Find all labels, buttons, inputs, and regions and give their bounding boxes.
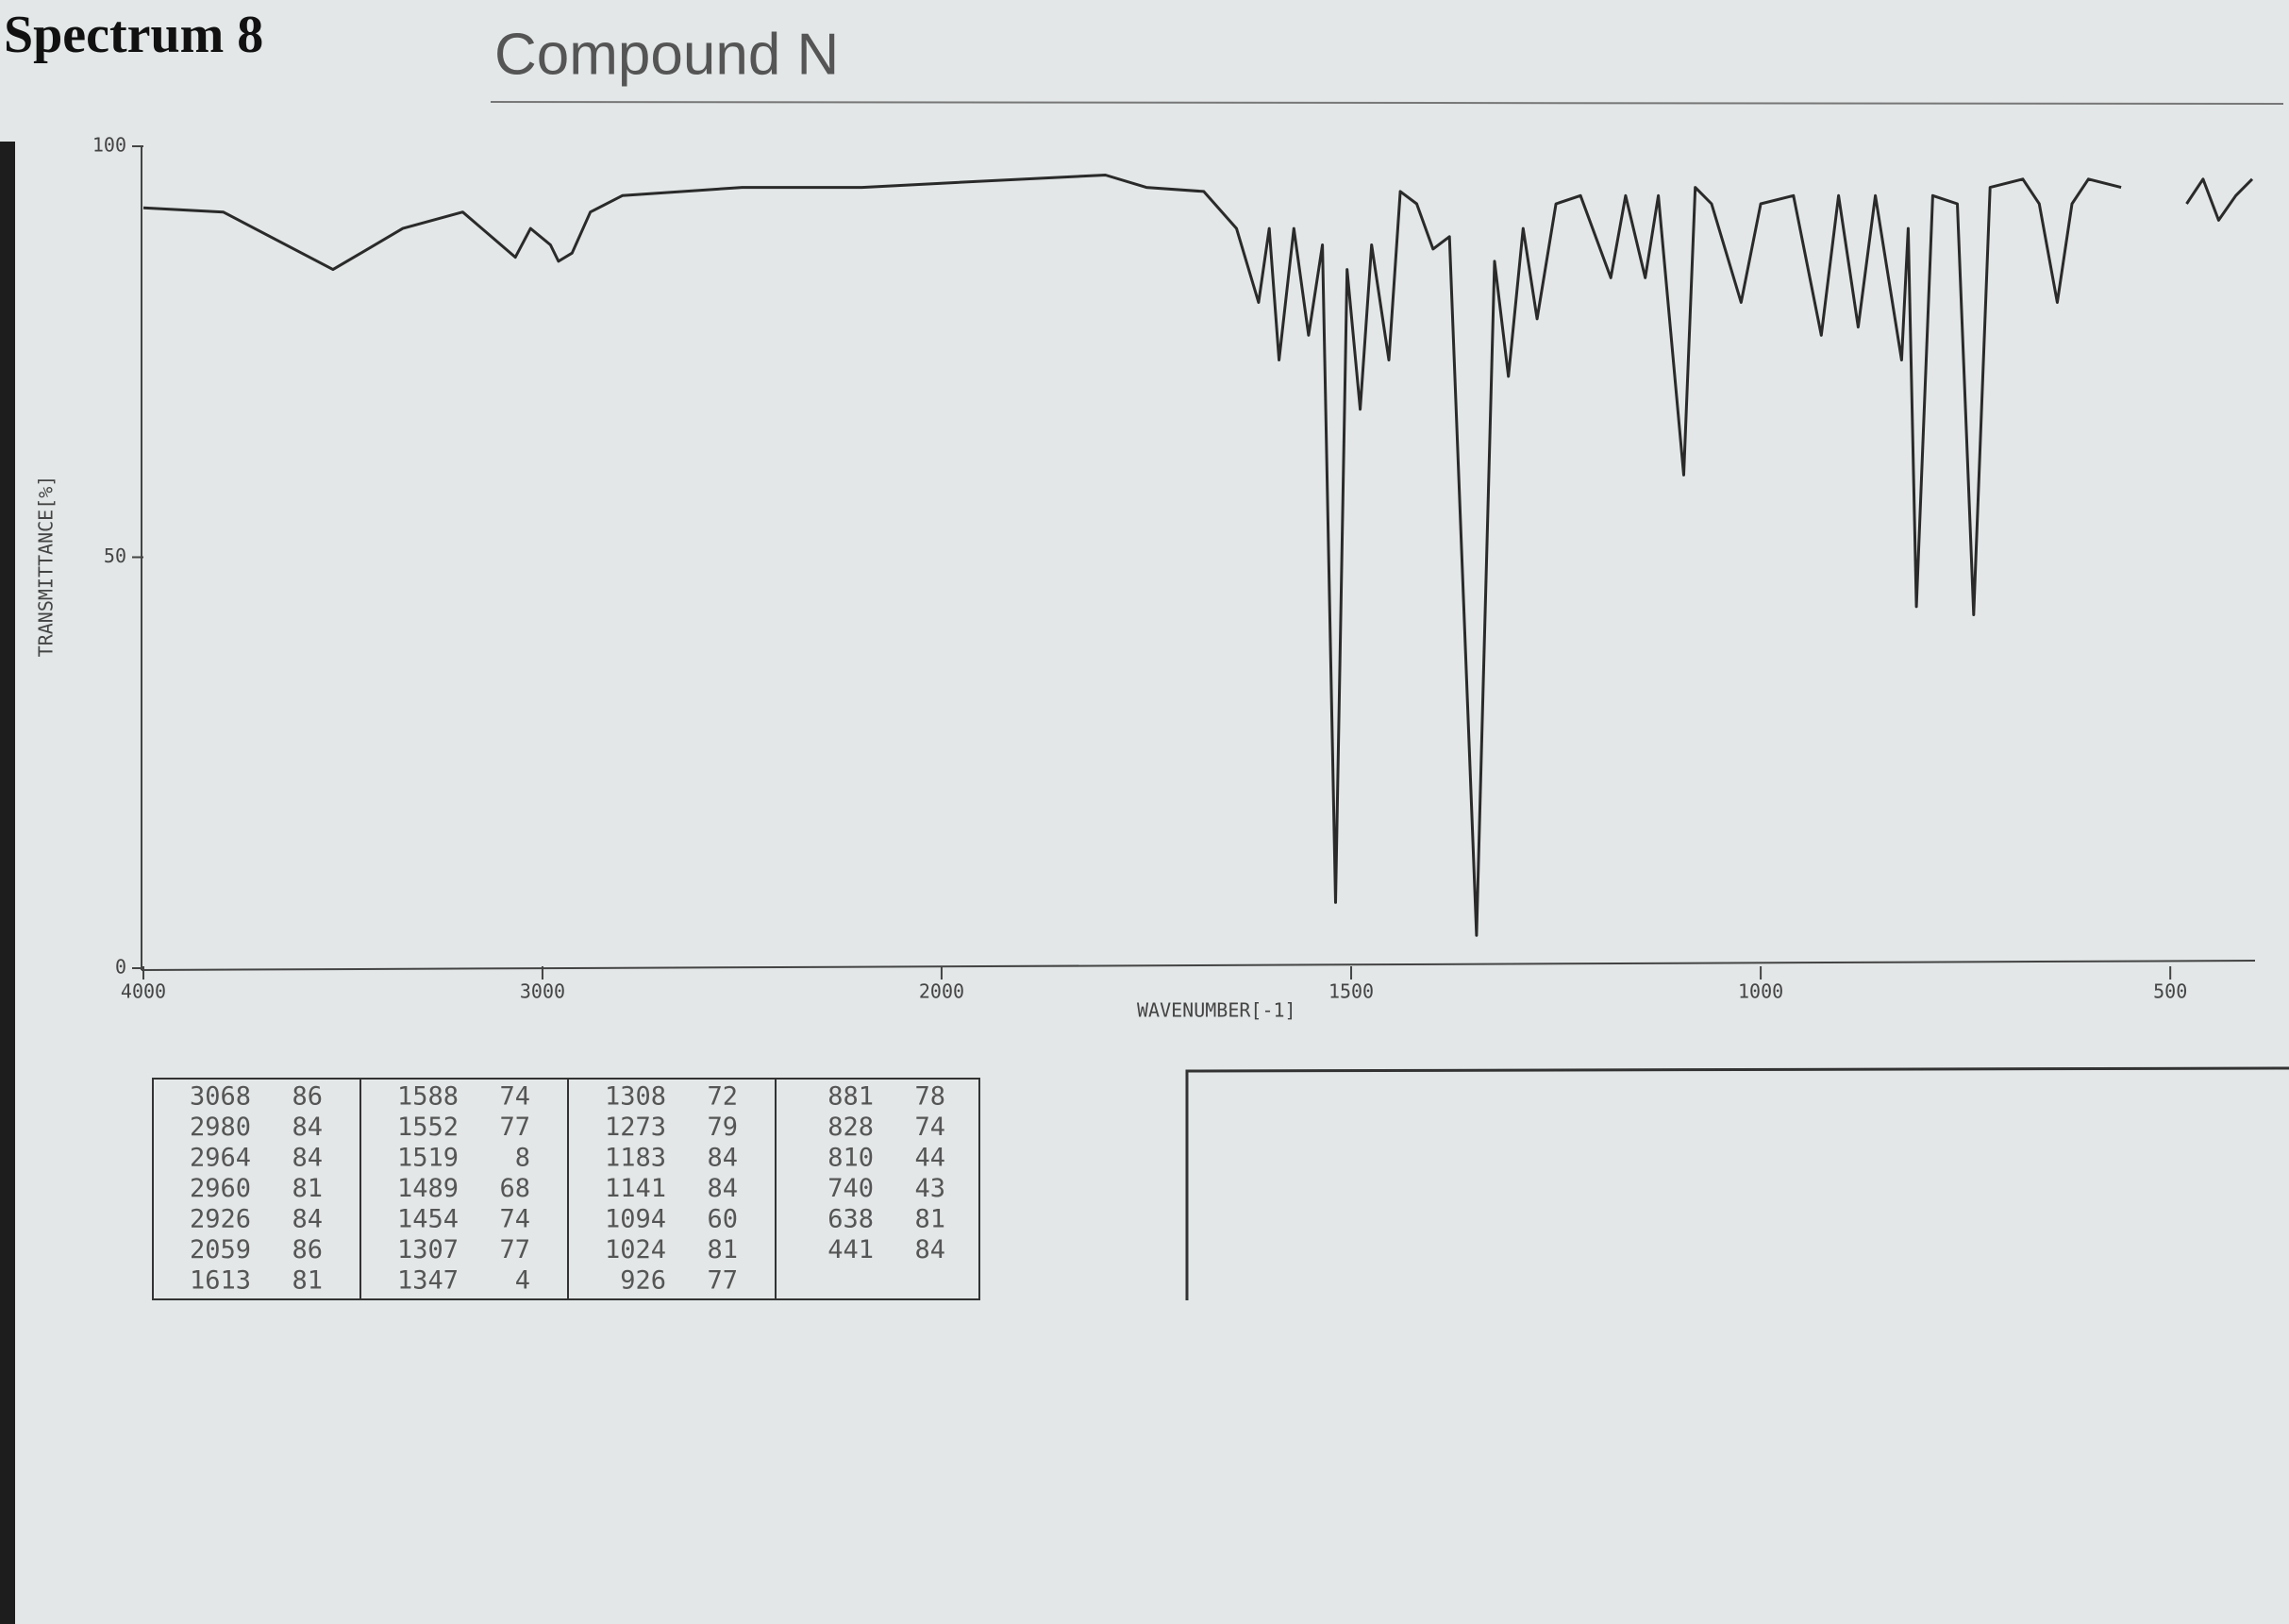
peak-wavenumber: 1141 — [605, 1174, 666, 1203]
y-tick-label: 100 — [92, 134, 126, 157]
peak-wavenumber: 1273 — [605, 1113, 666, 1142]
peak-wavenumber: 1454 — [397, 1205, 459, 1234]
x-tick-label: 4000 — [121, 980, 166, 1003]
peak-wavenumber: 1094 — [605, 1205, 666, 1234]
peak-transmittance: 4 — [515, 1266, 530, 1296]
peak-transmittance: 84 — [707, 1174, 738, 1203]
peak-transmittance: 43 — [914, 1174, 945, 1203]
peak-wavenumber: 3068 — [190, 1082, 251, 1112]
peak-transmittance: 84 — [292, 1144, 323, 1173]
peak-wavenumber: 881 — [827, 1082, 874, 1112]
peak-transmittance: 68 — [499, 1174, 530, 1203]
peak-wavenumber: 926 — [620, 1266, 666, 1296]
peak-wavenumber: 2926 — [190, 1205, 251, 1234]
peak-wavenumber: 2960 — [190, 1174, 251, 1203]
screen-bezel — [0, 142, 15, 1624]
peak-transmittance: 78 — [914, 1082, 945, 1112]
peak-wavenumber: 1552 — [397, 1113, 459, 1142]
x-tick-label: 500 — [2153, 980, 2187, 1003]
peak-transmittance: 84 — [707, 1144, 738, 1173]
peak-wavenumber: 441 — [827, 1235, 874, 1264]
peak-wavenumber: 2980 — [190, 1113, 251, 1142]
peak-transmittance: 79 — [707, 1113, 738, 1142]
peak-transmittance: 81 — [914, 1205, 945, 1234]
peak-transmittance: 84 — [914, 1235, 945, 1264]
x-tick-label: 1500 — [1328, 980, 1374, 1003]
peak-wavenumber: 1024 — [605, 1235, 666, 1264]
peak-transmittance: 72 — [707, 1082, 738, 1112]
x-axis-label: WAVENUMBER[-1] — [1137, 999, 1296, 1022]
peak-transmittance: 44 — [914, 1144, 945, 1173]
peak-wavenumber: 1489 — [397, 1174, 459, 1203]
peak-wavenumber: 1307 — [397, 1235, 459, 1264]
peak-transmittance: 74 — [914, 1113, 945, 1142]
x-tick-label: 3000 — [520, 980, 565, 1003]
peak-transmittance: 86 — [292, 1082, 323, 1112]
peak-transmittance: 74 — [499, 1082, 530, 1112]
peak-transmittance: 86 — [292, 1235, 323, 1264]
peak-wavenumber: 2059 — [190, 1235, 251, 1264]
peak-transmittance: 81 — [707, 1235, 738, 1264]
peak-table-frame — [152, 1078, 980, 1300]
peak-transmittance: 60 — [707, 1205, 738, 1234]
y-axis-label: TRANSMITTANCE[%] — [35, 476, 58, 658]
peak-transmittance: 81 — [292, 1266, 323, 1296]
peak-wavenumber: 1183 — [605, 1144, 666, 1173]
x-tick-label: 2000 — [919, 980, 964, 1003]
peak-wavenumber: 1308 — [605, 1082, 666, 1112]
peak-transmittance: 77 — [499, 1113, 530, 1142]
plot: 0 50 100 4000 3000 2000 1500 1000 500 — [92, 134, 2254, 1003]
peak-transmittance: 84 — [292, 1205, 323, 1234]
peak-wavenumber: 1613 — [190, 1266, 251, 1296]
y-tick-label: 50 — [104, 544, 126, 567]
peak-transmittance: 77 — [499, 1235, 530, 1264]
peak-transmittance: 74 — [499, 1205, 530, 1234]
x-tick-label: 1000 — [1738, 980, 1783, 1003]
peak-wavenumber: 1347 — [397, 1266, 459, 1296]
header-rule — [490, 101, 2284, 105]
peak-wavenumber: 828 — [827, 1113, 874, 1142]
spectrum-line — [142, 174, 2254, 937]
peak-transmittance: 77 — [707, 1266, 738, 1296]
peak-transmittance: 8 — [515, 1144, 530, 1173]
peak-wavenumber: 638 — [827, 1205, 874, 1234]
peak-wavenumber: 2964 — [190, 1144, 251, 1173]
peak-wavenumber: 740 — [827, 1174, 874, 1203]
peak-wavenumber: 1519 — [397, 1144, 459, 1173]
chart-title: Spectrum 8 — [4, 6, 263, 64]
chart-subtitle: Compound N — [494, 22, 839, 87]
empty-panel — [1185, 1066, 2289, 1300]
peak-wavenumber: 1588 — [397, 1082, 459, 1112]
peak-transmittance: 84 — [292, 1113, 323, 1142]
peak-transmittance: 81 — [292, 1174, 323, 1203]
y-tick-label: 0 — [115, 956, 126, 979]
x-axis — [141, 960, 2256, 971]
peak-wavenumber: 810 — [827, 1144, 874, 1173]
